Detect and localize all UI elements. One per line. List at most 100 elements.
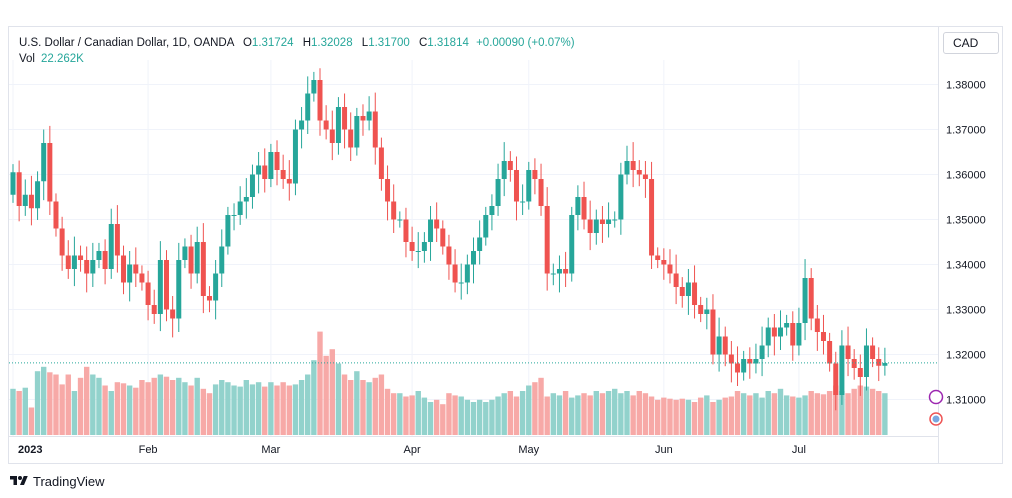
open-value: 1.31724 (251, 37, 294, 49)
volume-bar (771, 393, 778, 435)
volume-bar (317, 331, 323, 435)
volume-bar (734, 391, 741, 435)
candle-body (440, 228, 446, 247)
volume-bar (384, 388, 391, 435)
price-tick-label: 1.37000 (946, 125, 986, 137)
candle-body (569, 215, 575, 274)
volume-bar (747, 395, 753, 435)
volume-bar (458, 396, 464, 435)
volume-bar (34, 371, 41, 435)
currency-button[interactable]: CAD (943, 32, 999, 54)
volume-bar (139, 380, 145, 435)
volume-bar (513, 396, 520, 435)
volume-bar (728, 396, 735, 435)
volume-bar (562, 391, 569, 435)
volume-bar (489, 399, 495, 435)
candle-body (612, 219, 618, 221)
price-tick-label: 1.35000 (946, 215, 986, 227)
volume-bar (249, 384, 256, 435)
candle-body (802, 278, 808, 323)
candle-body (16, 172, 22, 206)
volume-bar (188, 385, 194, 435)
volume-bar (581, 393, 587, 435)
volume-bar (814, 393, 821, 435)
event-badge-flag-center (932, 415, 940, 423)
time-tick-label: Apr (404, 444, 421, 456)
candle-body (722, 336, 728, 355)
candle-body (661, 260, 667, 265)
price-tick-label: 1.34000 (946, 260, 986, 272)
symbol-legend: U.S. Dollar / Canadian Dollar, 1D, OANDA… (19, 35, 575, 51)
candle-body (176, 260, 182, 319)
candle-body (808, 278, 814, 319)
candle-body (446, 246, 452, 265)
volume-bar (126, 385, 133, 435)
candle-body (606, 219, 612, 224)
candle-body (299, 120, 305, 130)
candle-body (636, 170, 642, 175)
volume-bar (765, 391, 771, 435)
candle-body (765, 327, 771, 346)
candle-body (206, 296, 212, 301)
candle-body (71, 255, 77, 269)
candle-body (685, 282, 691, 296)
volume-bar (16, 391, 22, 435)
candle-body (747, 359, 753, 364)
volume-bar (10, 388, 16, 435)
volume-bar (697, 397, 704, 435)
volume-bar (495, 396, 501, 435)
volume-bar (648, 396, 655, 435)
candle-body (624, 161, 630, 175)
candle-body (280, 170, 286, 179)
volume-bar (311, 360, 317, 435)
volume-bar (41, 366, 47, 435)
grid (9, 27, 939, 463)
volume-bar (851, 388, 857, 435)
volume-bar (544, 396, 550, 435)
candle-body (348, 129, 354, 148)
candle-body (53, 201, 59, 229)
candle-body (784, 323, 790, 328)
high-label: H (302, 37, 312, 49)
candle-body (409, 242, 415, 251)
candle-body (477, 237, 483, 251)
candles (10, 68, 888, 411)
volume-bar (593, 391, 599, 435)
candle-body (857, 368, 863, 377)
volume-bar (808, 391, 814, 435)
volume-bar (446, 393, 452, 435)
volume-bar (532, 382, 538, 435)
volume-bar (323, 355, 329, 435)
volume-bar (280, 382, 286, 435)
candle-body (354, 116, 360, 148)
candle-body (698, 305, 704, 314)
price-tick-label: 1.33000 (946, 305, 986, 317)
volume-bars (10, 331, 888, 435)
volume-bar (685, 399, 692, 435)
volume-bar (47, 372, 53, 435)
volume-value: 22.262K (41, 53, 84, 65)
candle-body (428, 219, 434, 242)
volume-bar (354, 371, 360, 435)
volume-bar (655, 399, 661, 435)
candle-body (47, 143, 53, 202)
candle-body (483, 215, 489, 238)
volume-bar (65, 374, 71, 435)
candle-body (649, 179, 655, 256)
volume-bar (397, 393, 403, 435)
candle-body (96, 251, 102, 260)
volume-bar (863, 386, 870, 435)
candle-body (342, 107, 348, 130)
volume-label: Vol (19, 53, 35, 65)
candle-body (520, 201, 526, 203)
volume-bar (796, 397, 802, 435)
candle-body (391, 201, 397, 220)
tradingview-branding[interactable]: TradingView (10, 472, 105, 490)
volume-bar (630, 395, 636, 435)
candle-body (114, 224, 120, 256)
volume-bar (96, 377, 102, 435)
candle-body (127, 264, 133, 283)
candle-body (84, 260, 90, 274)
candle-body (464, 264, 470, 283)
